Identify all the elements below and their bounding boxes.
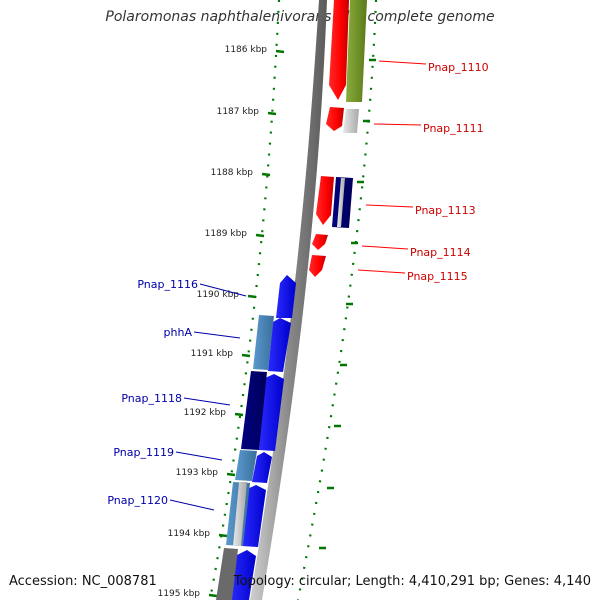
kbp-label: 1189 kbp	[205, 229, 248, 239]
gene-arrow-reverse	[309, 255, 326, 277]
kbp-label: 1187 kbp	[217, 107, 260, 117]
kbp-label: 1195 kbp	[158, 589, 201, 599]
gene-arrow-forward	[276, 275, 296, 318]
gene-arrow-reverse	[316, 176, 334, 225]
accession-text: Accession: NC_008781	[9, 574, 157, 589]
reverse-gene-label: Pnap_1113	[415, 204, 476, 217]
gene-arrow-reverse	[329, 0, 349, 100]
reverse-gene-label: Pnap_1114	[410, 246, 471, 259]
backbone-track	[250, 0, 327, 600]
gene-arrow-forward	[268, 318, 291, 372]
reverse-gene-leader	[357, 269, 406, 274]
forward-gene-label: Pnap_1116	[137, 278, 198, 291]
kbp-label: 1190 kbp	[197, 290, 240, 300]
kbp-tick	[218, 533, 228, 538]
reverse-gene-leader	[361, 245, 409, 250]
gene-arrow-reverse	[343, 109, 359, 133]
kbp-label: 1192 kbp	[184, 408, 227, 418]
forward-gene-label: Pnap_1119	[113, 446, 174, 459]
kbp-tick	[247, 294, 257, 299]
reverse-gene-leader	[373, 123, 422, 126]
kbp-tick	[226, 472, 236, 477]
forward-gene-label: phhA	[164, 326, 193, 339]
kbp-tick	[267, 111, 277, 116]
kbp-label: 1188 kbp	[211, 168, 254, 178]
forward-gene-leader	[199, 283, 247, 297]
kbp-label: 1194 kbp	[168, 529, 211, 539]
forward-gene-leader	[169, 499, 215, 511]
kbp-tick	[241, 353, 251, 358]
gene-arrow-forward	[252, 452, 272, 483]
forward-gene-leader	[193, 331, 241, 339]
kbp-label: 1191 kbp	[191, 349, 234, 359]
reverse-gene-leader	[378, 60, 427, 65]
gene-arrow-reverse	[312, 234, 328, 250]
kbp-label: 1186 kbp	[225, 45, 268, 55]
gene-arrow-forward	[216, 548, 238, 600]
forward-gene-label: Pnap_1120	[107, 494, 168, 507]
reverse-gene-label: Pnap_1110	[428, 61, 489, 74]
forward-gene-leader	[183, 397, 231, 406]
forward-gene-label: Pnap_1118	[121, 392, 182, 405]
gene-arrow-forward	[235, 450, 257, 481]
gene-arrow-reverse	[346, 0, 367, 102]
kbp-tick	[208, 593, 218, 598]
reverse-gene-leader	[365, 204, 414, 208]
gene-arrow-forward	[259, 374, 284, 451]
kbp-tick	[234, 412, 244, 417]
forward-gene-leader	[175, 451, 223, 461]
gene-arrow-forward	[233, 482, 247, 546]
kbp-tick	[275, 49, 285, 54]
gene-arrow-reverse	[326, 107, 344, 131]
reverse-gene-label: Pnap_1115	[407, 270, 468, 283]
map-title: Polaromonas naphthalenivorans CJ2, compl…	[105, 9, 495, 25]
genome-summary-text: Topology: circular; Length: 4,410,291 bp…	[233, 574, 591, 589]
kbp-tick	[255, 233, 265, 238]
gene-arrow-forward	[253, 315, 274, 370]
gene-arrow-reverse	[337, 178, 345, 227]
kbp-tick	[261, 172, 271, 177]
kbp-label: 1193 kbp	[176, 468, 219, 478]
reverse-gene-label: Pnap_1111	[423, 122, 484, 135]
gene-arrow-forward	[230, 550, 256, 600]
gene-arrow-forward	[241, 371, 267, 450]
